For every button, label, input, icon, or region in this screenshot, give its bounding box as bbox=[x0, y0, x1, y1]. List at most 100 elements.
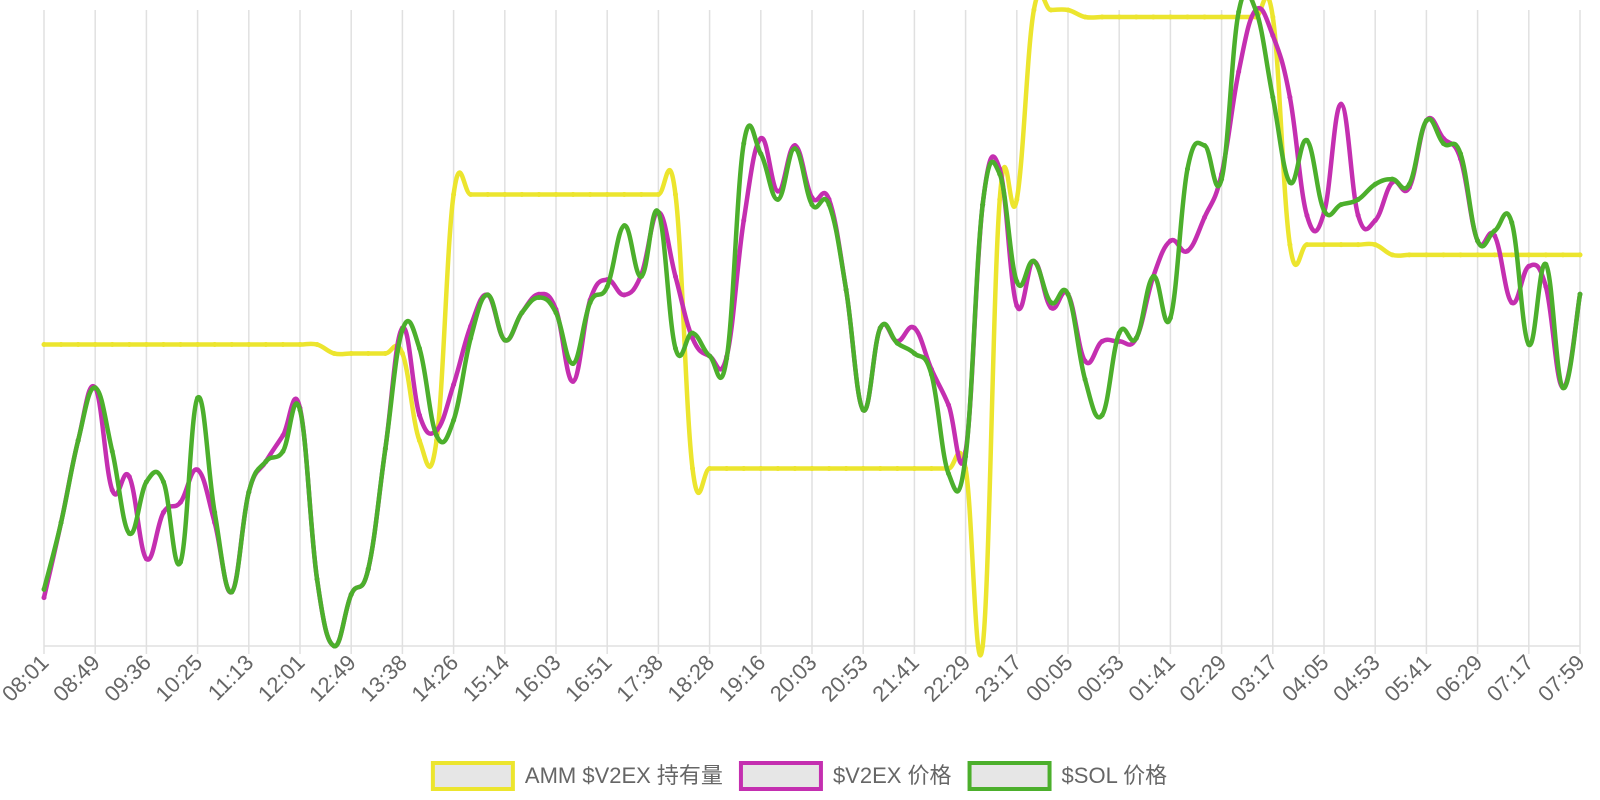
data-point bbox=[997, 197, 1003, 203]
x-tick-label: 18:28 bbox=[663, 650, 720, 707]
data-point bbox=[331, 350, 337, 356]
x-tick-label: 12:01 bbox=[253, 650, 310, 707]
data-point bbox=[468, 191, 474, 197]
data-point bbox=[638, 273, 644, 279]
data-point bbox=[1458, 252, 1464, 258]
data-point bbox=[109, 487, 115, 493]
data-point bbox=[1202, 14, 1208, 20]
data-point bbox=[1219, 14, 1225, 20]
data-point bbox=[1406, 181, 1412, 187]
data-point bbox=[1475, 238, 1481, 244]
data-point bbox=[1184, 166, 1190, 172]
data-point bbox=[860, 466, 866, 472]
data-point bbox=[911, 325, 917, 331]
legend-label: AMM $V2EX 持有量 bbox=[525, 763, 723, 788]
data-point bbox=[485, 191, 491, 197]
data-point bbox=[41, 595, 47, 601]
data-point bbox=[246, 342, 252, 348]
data-point bbox=[314, 576, 320, 582]
data-point bbox=[1202, 214, 1208, 220]
data-point bbox=[809, 466, 815, 472]
data-point bbox=[1338, 202, 1344, 208]
data-point bbox=[1543, 284, 1549, 290]
x-tick-label: 10:25 bbox=[151, 650, 208, 707]
x-tick-label: 00:53 bbox=[1072, 650, 1129, 707]
data-point bbox=[1048, 300, 1054, 306]
data-point bbox=[229, 342, 235, 348]
data-point bbox=[1389, 176, 1395, 182]
data-point bbox=[570, 191, 576, 197]
data-point bbox=[775, 466, 781, 472]
data-point bbox=[877, 466, 883, 472]
data-point bbox=[1116, 330, 1122, 336]
x-tick-label: 01:41 bbox=[1123, 650, 1180, 707]
data-point bbox=[1509, 300, 1515, 306]
data-point bbox=[348, 591, 354, 597]
data-point bbox=[1099, 412, 1105, 418]
data-point bbox=[178, 499, 184, 505]
data-point bbox=[143, 556, 149, 562]
data-point bbox=[809, 202, 815, 208]
x-tick-label: 15:14 bbox=[458, 650, 515, 707]
data-point bbox=[126, 474, 132, 480]
data-point bbox=[1458, 151, 1464, 157]
data-point bbox=[246, 489, 252, 495]
legend-swatch bbox=[967, 761, 1052, 791]
data-point bbox=[41, 586, 47, 592]
data-point bbox=[143, 342, 149, 348]
x-tick-label: 12:49 bbox=[304, 650, 361, 707]
x-tick-label: 22:29 bbox=[919, 650, 976, 707]
data-point bbox=[229, 589, 235, 595]
data-point bbox=[382, 350, 388, 356]
data-point bbox=[1355, 197, 1361, 203]
data-point bbox=[1338, 242, 1344, 248]
data-point bbox=[1270, 32, 1276, 38]
data-point bbox=[570, 378, 576, 384]
data-point bbox=[1014, 303, 1020, 309]
legend-item: $SOL 价格 bbox=[967, 761, 1167, 791]
data-point bbox=[1304, 137, 1310, 143]
data-point bbox=[348, 350, 354, 356]
data-point bbox=[263, 459, 269, 465]
data-point bbox=[1167, 14, 1173, 20]
legend-label: $V2EX 价格 bbox=[833, 763, 952, 788]
data-point bbox=[1577, 252, 1583, 258]
data-point bbox=[928, 371, 934, 377]
data-point bbox=[946, 471, 952, 477]
data-point bbox=[297, 342, 303, 348]
x-tick-label: 08:01 bbox=[0, 650, 54, 707]
data-point bbox=[58, 520, 64, 526]
data-point bbox=[416, 345, 422, 351]
data-point bbox=[1150, 273, 1156, 279]
data-point bbox=[1167, 238, 1173, 244]
data-point bbox=[160, 342, 166, 348]
x-tick-label: 11:13 bbox=[203, 650, 258, 705]
data-point bbox=[1184, 14, 1190, 20]
data-point bbox=[143, 479, 149, 485]
data-point bbox=[416, 438, 422, 444]
data-point bbox=[1372, 242, 1378, 248]
data-point bbox=[1560, 252, 1566, 258]
data-point bbox=[792, 146, 798, 152]
data-point bbox=[621, 223, 627, 229]
data-point bbox=[1048, 305, 1054, 311]
data-point bbox=[160, 509, 166, 515]
data-point bbox=[1082, 358, 1088, 364]
data-point bbox=[195, 395, 201, 401]
data-point bbox=[212, 342, 218, 348]
data-point bbox=[775, 197, 781, 203]
x-tick-label: 08:49 bbox=[48, 650, 105, 707]
data-point bbox=[1355, 212, 1361, 218]
data-point bbox=[877, 325, 883, 331]
data-point bbox=[587, 300, 593, 306]
data-point bbox=[758, 466, 764, 472]
data-point bbox=[178, 342, 184, 348]
data-point bbox=[1304, 212, 1310, 218]
x-tick-label: 21:41 bbox=[867, 650, 924, 707]
data-point bbox=[1048, 7, 1054, 13]
data-point bbox=[502, 337, 508, 343]
x-tick-label: 06:29 bbox=[1431, 650, 1488, 707]
data-point bbox=[195, 342, 201, 348]
x-tick-label: 14:26 bbox=[407, 650, 464, 707]
